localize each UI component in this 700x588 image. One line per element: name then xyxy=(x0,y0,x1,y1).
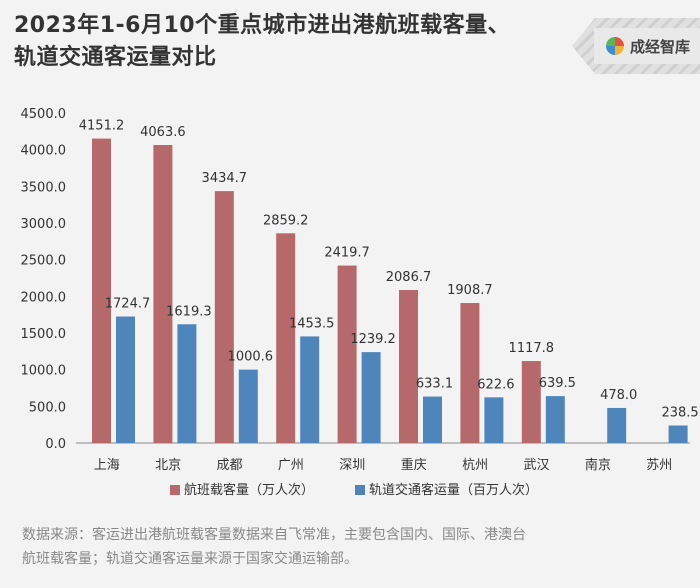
x-tick-label: 重庆 xyxy=(401,457,427,473)
rail-bar-value-label: 1239.2 xyxy=(350,332,396,347)
rail-bar-value-label: 622.6 xyxy=(477,377,514,392)
y-tick-label: 4000.0 xyxy=(21,144,67,159)
rail-bar-value-label: 633.1 xyxy=(416,377,453,392)
x-tick-label: 成都 xyxy=(216,458,242,473)
y-tick-label: 4500.0 xyxy=(21,107,67,122)
legend-label-rail: 轨道交通客运量（百万人次） xyxy=(369,482,538,498)
y-tick-label: 3500.0 xyxy=(21,180,67,195)
flight-bar xyxy=(276,233,296,443)
legend-swatch-rail xyxy=(355,485,365,495)
flight-bar xyxy=(460,303,480,443)
rail-bar xyxy=(116,316,135,443)
y-tick-label: 1000.0 xyxy=(21,364,67,379)
footnote-line1: 数据来源：客运进出港航班载客量数据来自飞常准，主要包含国内、国际、港澳台 xyxy=(22,527,526,543)
rail-bar xyxy=(545,396,565,443)
x-tick-label: 北京 xyxy=(155,458,181,473)
bar-chart: 0.0 500.0 1000.0 1500.0 2000.0 2500.0 3000.0 35… xyxy=(21,107,699,498)
flight-bar xyxy=(153,145,173,443)
x-tick-label: 武汉 xyxy=(523,458,549,473)
flight-bar xyxy=(399,289,418,443)
x-tick-label: 南京 xyxy=(585,457,611,473)
flight-bar-value-label: 1908.7 xyxy=(447,283,493,298)
flight-bar xyxy=(521,361,541,443)
y-tick-label: 500.0 xyxy=(29,400,66,415)
rail-bar-value-label: 1724.7 xyxy=(105,297,151,312)
rail-bar xyxy=(668,425,688,443)
flight-bar-value-label: 4151.2 xyxy=(79,119,125,134)
footnote-line2: 航班载客量；轨道交通客运量来源于国家交通运输部。 xyxy=(22,551,358,567)
flight-bar-value-label: 2419.7 xyxy=(324,246,370,261)
flight-bar-value-label: 1117.8 xyxy=(509,341,555,356)
flight-bar-value-label: 2086.7 xyxy=(386,270,432,285)
flight-bar xyxy=(92,138,111,443)
y-tick-label: 3000.0 xyxy=(21,217,67,232)
brand-name: 成经智库 xyxy=(630,37,691,56)
legend-label-flights: 航班载客量（万人次） xyxy=(184,482,314,498)
flight-bar xyxy=(214,191,234,443)
rail-bar-value-label: 1453.5 xyxy=(289,316,335,331)
flight-bar-value-label: 3434.7 xyxy=(202,171,248,186)
rail-bar xyxy=(607,407,627,443)
flight-bar-value-label: 4063.6 xyxy=(140,125,186,140)
chart-title-line2: 轨道交通客运量对比 xyxy=(14,45,217,70)
rail-bar xyxy=(177,324,197,443)
legend-swatch-flights xyxy=(170,485,180,495)
rail-bar-value-label: 478.0 xyxy=(600,388,637,403)
flight-bar xyxy=(337,265,357,443)
y-tick-label: 0.0 xyxy=(45,437,66,452)
rail-bar-value-label: 1619.3 xyxy=(166,304,212,319)
y-tick-label: 2000.0 xyxy=(21,290,67,305)
footnote: 数据来源：客运进出港航班载客量数据来自飞常准，主要包含国内、国际、港澳台 航班载… xyxy=(22,523,687,571)
chart-title: 2023年1-6月10个重点城市进出港航班载客量、 轨道交通客运量对比 xyxy=(14,10,554,74)
rail-bar xyxy=(423,396,442,443)
brand-badge-inner: 成经智库 xyxy=(594,28,700,64)
y-tick-label: 1500.0 xyxy=(21,327,67,342)
brand-badge: 成经智库 xyxy=(572,18,700,74)
x-tick-label: 上海 xyxy=(94,458,120,473)
colorful-ring-logo-icon xyxy=(606,37,624,55)
chart-title-line1: 2023年1-6月10个重点城市进出港航班载客量、 xyxy=(14,13,511,38)
x-tick-label: 苏州 xyxy=(646,457,672,473)
rail-bar-value-label: 1000.6 xyxy=(228,350,274,365)
x-tick-label: 深圳 xyxy=(339,458,365,473)
rail-bar-value-label: 639.5 xyxy=(539,376,576,391)
y-tick-label: 2500.0 xyxy=(21,254,67,269)
rail-bar xyxy=(361,352,381,443)
rail-bar-value-label: 238.5 xyxy=(661,406,698,421)
x-tick-label: 广州 xyxy=(278,458,304,473)
rail-bar xyxy=(484,397,504,443)
rail-bar xyxy=(238,369,258,443)
x-tick-label: 杭州 xyxy=(462,458,488,473)
flight-bar-value-label: 2859.2 xyxy=(263,213,309,228)
rail-bar xyxy=(300,336,320,443)
